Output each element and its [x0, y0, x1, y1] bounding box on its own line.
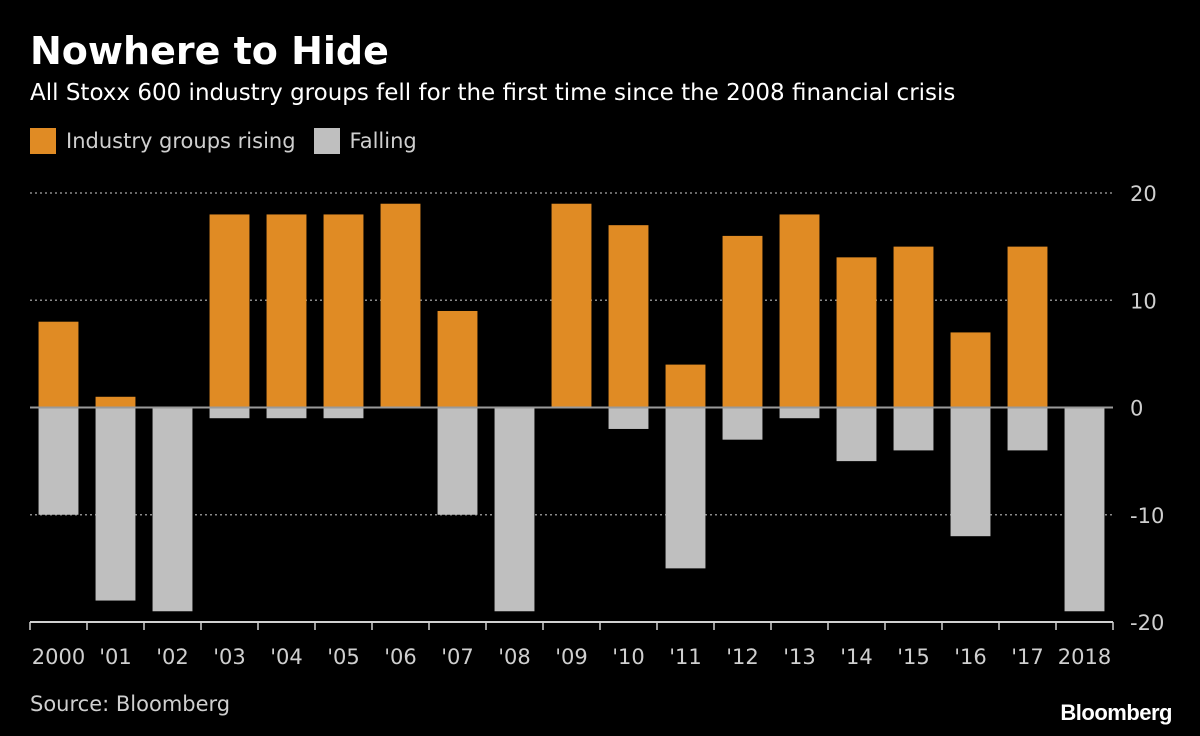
bar-rising	[38, 321, 79, 408]
bar-falling	[494, 407, 535, 612]
bar-rising	[380, 203, 421, 408]
x-tick-label: '01	[99, 645, 132, 669]
legend-swatch-rising	[30, 128, 56, 154]
x-tick-label: '12	[726, 645, 759, 669]
x-tick-label: '06	[384, 645, 417, 669]
bar-falling	[437, 407, 478, 515]
y-tick-label: -10	[1130, 504, 1164, 528]
bar-falling	[209, 407, 250, 419]
bar-rising	[608, 225, 649, 408]
x-tick-label: '17	[1011, 645, 1044, 669]
axes	[29, 406, 1114, 630]
legend: Industry groups rising Falling	[30, 126, 435, 156]
x-tick-label: '13	[783, 645, 816, 669]
bar-rising	[950, 332, 991, 408]
bar-falling	[38, 407, 79, 515]
x-tick-label: '10	[612, 645, 645, 669]
bar-rising	[893, 246, 934, 408]
legend-item-falling: Falling	[313, 128, 417, 154]
x-tick-label: '05	[327, 645, 360, 669]
legend-swatch-falling	[313, 128, 340, 154]
bar-rising	[1007, 246, 1048, 408]
chart-title: Nowhere to Hide	[30, 29, 389, 73]
bar-falling	[722, 407, 763, 440]
bar-falling	[95, 407, 136, 601]
x-tick-label: '04	[270, 645, 303, 669]
x-tick-label: 2000	[32, 645, 85, 669]
y-tick-label: 0	[1130, 397, 1143, 421]
x-tick-label: '02	[156, 645, 189, 669]
bar-falling	[665, 407, 706, 569]
legend-item-rising: Industry groups rising	[30, 128, 296, 154]
bars	[38, 203, 1105, 612]
bar-rising	[437, 310, 478, 408]
bar-falling	[836, 407, 877, 462]
x-tick-label: '14	[840, 645, 873, 669]
bar-rising	[551, 203, 592, 408]
bar-rising	[836, 257, 877, 408]
x-tick-label: '08	[498, 645, 531, 669]
bar-falling	[950, 407, 991, 537]
bloomberg-logo: Bloomberg	[1060, 700, 1172, 725]
bar-rising	[722, 235, 763, 408]
x-tick-label: 2018	[1058, 645, 1111, 669]
y-tick-label: 20	[1130, 182, 1157, 206]
bar-rising	[665, 364, 706, 408]
tick-labels: 20 10 0 -10 -20 2000 '01 '02 '03 '04 '05 '06 '07 '08 '…	[32, 182, 1165, 669]
y-tick-label: 10	[1130, 289, 1157, 313]
x-tick-label: '11	[669, 645, 702, 669]
bar-falling	[266, 407, 307, 419]
source-note: Source: Bloomberg	[30, 692, 231, 716]
bar-falling	[779, 407, 820, 419]
bar-falling	[1064, 407, 1105, 612]
bar-falling	[323, 407, 364, 419]
bar-falling	[152, 407, 193, 612]
bar-rising	[266, 214, 307, 408]
x-tick-label: '09	[555, 645, 588, 669]
x-tick-label: '16	[954, 645, 987, 669]
bar-falling	[893, 407, 934, 451]
bar-falling	[1007, 407, 1048, 451]
legend-label-falling: Falling	[349, 129, 417, 153]
bar-rising	[95, 396, 136, 408]
bar-rising	[779, 214, 820, 408]
y-tick-label: -20	[1130, 611, 1164, 635]
x-tick-label: '07	[441, 645, 474, 669]
bar-falling	[608, 407, 649, 429]
x-tick-label: '15	[897, 645, 930, 669]
bar-rising	[209, 214, 250, 408]
bar-rising	[323, 214, 364, 408]
x-tick-label: '03	[213, 645, 246, 669]
legend-label-rising: Industry groups rising	[66, 129, 296, 153]
chart-subtitle: All Stoxx 600 industry groups fell for t…	[30, 80, 956, 106]
